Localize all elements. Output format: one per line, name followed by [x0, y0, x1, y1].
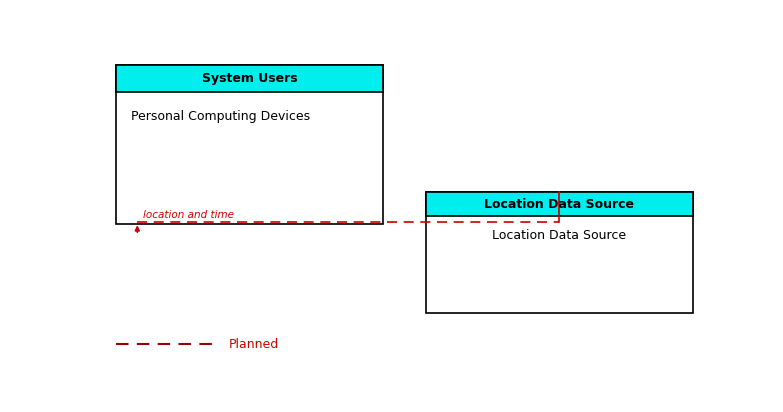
Text: Personal Computing Devices: Personal Computing Devices — [132, 110, 310, 123]
Text: Location Data Source: Location Data Source — [492, 229, 626, 242]
Bar — [426, 192, 693, 313]
Text: location and time: location and time — [143, 210, 234, 220]
Bar — [426, 192, 693, 216]
Bar — [116, 66, 383, 224]
Bar — [116, 66, 383, 92]
Text: Planned: Planned — [229, 338, 279, 351]
Text: Location Data Source: Location Data Source — [484, 198, 634, 211]
Text: System Users: System Users — [202, 72, 298, 85]
